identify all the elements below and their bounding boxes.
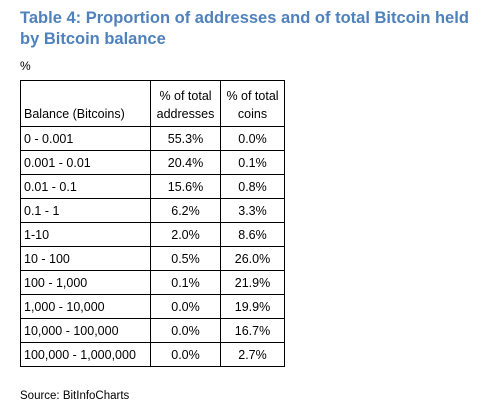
table-row: 10,000 - 100,000 0.0% 16.7% bbox=[20, 318, 285, 343]
table-header: Balance (Bitcoins) % of total % of total… bbox=[20, 80, 285, 127]
table-row: 0.001 - 0.01 20.4% 0.1% bbox=[20, 150, 285, 175]
data-table: Balance (Bitcoins) % of total % of total… bbox=[20, 80, 285, 367]
table-row: 10 - 100 0.5% 26.0% bbox=[20, 246, 285, 271]
table-body: 0 - 0.001 55.3% 0.0% 0.001 - 0.01 20.4% … bbox=[20, 126, 285, 367]
table-row: 100,000 - 1,000,000 0.0% 2.7% bbox=[20, 342, 285, 367]
cell-balance: 10,000 - 100,000 bbox=[20, 318, 151, 343]
cell-addresses: 0.1% bbox=[150, 270, 221, 295]
header-addresses-line2: addresses bbox=[150, 102, 221, 127]
cell-addresses: 0.0% bbox=[150, 318, 221, 343]
cell-coins: 16.7% bbox=[220, 318, 285, 343]
cell-balance: 0.01 - 0.1 bbox=[20, 174, 151, 199]
cell-coins: 8.6% bbox=[220, 222, 285, 247]
cell-coins: 19.9% bbox=[220, 294, 285, 319]
header-row-top: Balance (Bitcoins) % of total % of total bbox=[20, 80, 285, 127]
cell-addresses: 20.4% bbox=[150, 150, 221, 175]
table-row: 0.1 - 1 6.2% 3.3% bbox=[20, 198, 285, 223]
header-row-bottom: addresses coins bbox=[21, 102, 285, 127]
header-coins-line2: coins bbox=[220, 102, 285, 127]
cell-coins: 3.3% bbox=[220, 198, 285, 223]
cell-coins: 2.7% bbox=[220, 342, 285, 367]
cell-coins: 0.1% bbox=[220, 150, 285, 175]
cell-addresses: 0.0% bbox=[150, 342, 221, 367]
cell-coins: 0.0% bbox=[220, 126, 285, 151]
cell-balance: 0.1 - 1 bbox=[20, 198, 151, 223]
cell-addresses: 2.0% bbox=[150, 222, 221, 247]
cell-balance: 10 - 100 bbox=[20, 246, 151, 271]
cell-coins: 0.8% bbox=[220, 174, 285, 199]
table-row: 0 - 0.001 55.3% 0.0% bbox=[20, 126, 285, 151]
cell-balance: 100,000 - 1,000,000 bbox=[20, 342, 151, 367]
cell-balance: 0.001 - 0.01 bbox=[20, 150, 151, 175]
cell-addresses: 6.2% bbox=[150, 198, 221, 223]
cell-balance: 0 - 0.001 bbox=[20, 126, 151, 151]
cell-balance: 1-10 bbox=[20, 222, 151, 247]
cell-balance: 1,000 - 10,000 bbox=[20, 294, 151, 319]
source-note: Source: BitInfoCharts bbox=[20, 390, 130, 402]
table-row: 1-10 2.0% 8.6% bbox=[20, 222, 285, 247]
table-row: 1,000 - 10,000 0.0% 19.9% bbox=[20, 294, 285, 319]
cell-addresses: 0.5% bbox=[150, 246, 221, 271]
table-row: 0.01 - 0.1 15.6% 0.8% bbox=[20, 174, 285, 199]
cell-addresses: 0.0% bbox=[150, 294, 221, 319]
cell-addresses: 55.3% bbox=[150, 126, 221, 151]
header-balance: Balance (Bitcoins) bbox=[20, 80, 151, 127]
cell-addresses: 15.6% bbox=[150, 174, 221, 199]
cell-balance: 100 - 1,000 bbox=[20, 270, 151, 295]
unit-label: % bbox=[20, 59, 31, 73]
cell-coins: 26.0% bbox=[220, 246, 285, 271]
cell-coins: 21.9% bbox=[220, 270, 285, 295]
table-title: Table 4: Proportion of addresses and of … bbox=[20, 9, 469, 48]
header-coins-line1: % of total bbox=[220, 80, 285, 103]
header-addresses-line1: % of total bbox=[150, 80, 221, 103]
table-row: 100 - 1,000 0.1% 21.9% bbox=[20, 270, 285, 295]
